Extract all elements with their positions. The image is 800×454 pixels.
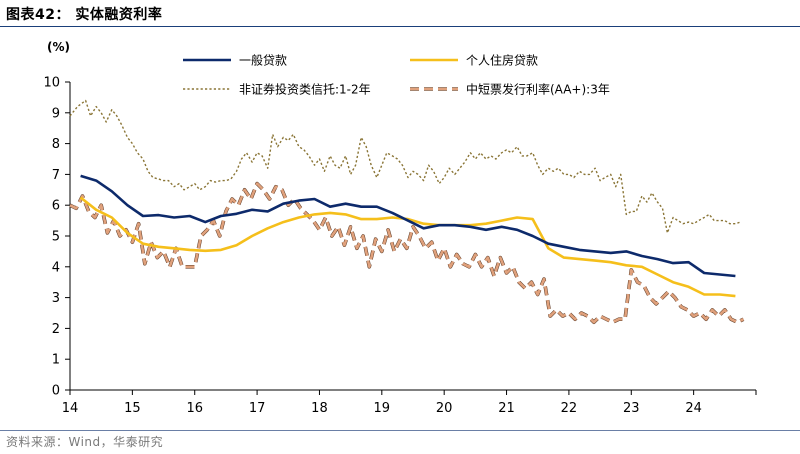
series-layer [69, 99, 745, 325]
y-tick-label: 5 [52, 230, 60, 245]
series-line-shadow [69, 181, 745, 325]
x-tick-label: 15 [124, 401, 141, 416]
legend-label: 中短票发行利率(AA+):3年 [466, 82, 610, 97]
series-line [80, 174, 736, 278]
source-divider [0, 430, 800, 431]
y-axis: 0 1 2 3 4 5 6 7 8 9 10 [43, 76, 71, 399]
y-tick-label: 7 [52, 168, 60, 183]
x-axis: 14 15 16 17 18 19 20 21 22 23 24 [62, 389, 757, 416]
y-tick-label: 9 [52, 106, 60, 121]
y-tick-label: 2 [52, 322, 60, 337]
y-tick-label: 1 [52, 353, 60, 368]
y-tick-label: 0 [52, 384, 60, 399]
x-tick-label: 23 [623, 401, 640, 416]
x-tick-label: 24 [685, 401, 702, 416]
x-tick-label: 16 [186, 401, 203, 416]
figure-title: 图表42： 实体融资利率 [6, 7, 163, 23]
legend-label: 个人住房贷款 [466, 53, 538, 68]
series-line [69, 182, 745, 324]
x-tick-label: 20 [436, 401, 453, 416]
y-tick-label: 10 [43, 76, 60, 91]
legend-label: 非证券投资类信托:1-2年 [239, 82, 371, 97]
source-note: 资料来源：Wind，华泰研究 [6, 435, 164, 449]
x-tick-label: 21 [498, 401, 515, 416]
x-tick-label: 18 [311, 401, 328, 416]
x-tick-label: 17 [249, 401, 266, 416]
x-tick-label: 19 [374, 401, 391, 416]
y-tick-label: 8 [52, 137, 60, 152]
x-tick-label: 22 [561, 401, 578, 416]
series-line [69, 99, 741, 234]
y-axis-unit-label: (%) [47, 40, 70, 54]
legend-label: 一般贷款 [239, 53, 287, 68]
y-tick-label: 6 [52, 199, 60, 214]
x-tick-label: 14 [62, 401, 79, 416]
y-tick-label: 3 [52, 291, 60, 306]
title-divider [0, 26, 800, 27]
series-line [79, 196, 736, 298]
y-tick-label: 4 [52, 260, 60, 275]
